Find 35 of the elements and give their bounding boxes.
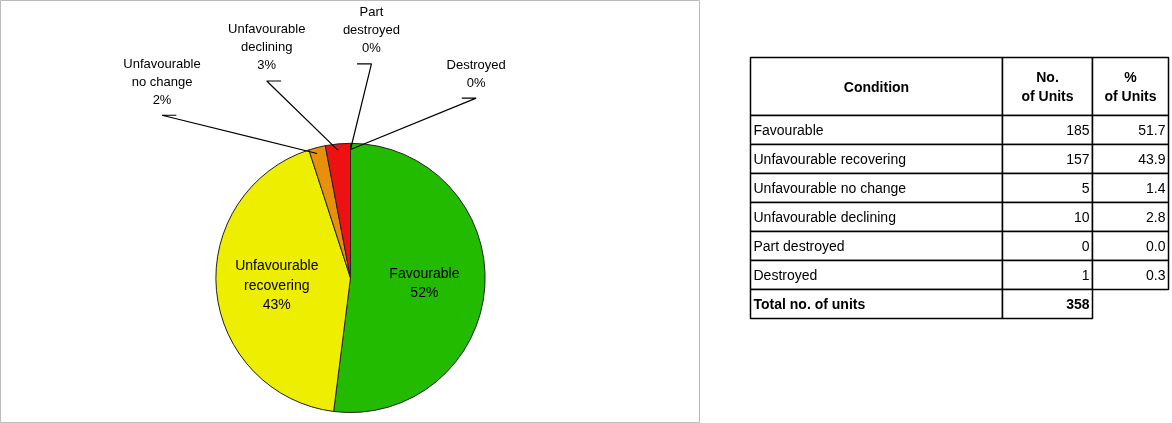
text: Total no. of units	[753, 296, 866, 312]
slice-label: Favourable	[389, 264, 460, 281]
slice-label: Unfavourable recovering	[235, 257, 319, 293]
data-label: 0.0	[1146, 238, 1166, 254]
data-label: 43.9	[1138, 151, 1166, 167]
data-label: 1	[1081, 267, 1090, 283]
data-label: 0	[1081, 238, 1090, 254]
data-label: 185	[1066, 122, 1090, 138]
data-label: 10	[1073, 209, 1090, 225]
text: 0%	[466, 74, 486, 90]
slice-label: Unfavourable declining	[228, 21, 306, 55]
data-label: 3%	[257, 57, 277, 73]
text: Condition	[843, 78, 910, 95]
data-label: 2.8	[1146, 209, 1166, 225]
data-label: 2%	[152, 91, 172, 107]
data-label: 51.7	[1138, 122, 1166, 138]
data-label: 157	[1066, 151, 1090, 167]
text: 0%	[362, 40, 381, 56]
slice-label: Unfavourable no change	[123, 55, 201, 89]
data-label: 5	[1081, 180, 1090, 196]
category-label: Unfavourable recovering	[753, 151, 907, 167]
series-label: % of Units	[1104, 68, 1157, 105]
category-label: Favourable	[753, 122, 824, 138]
text: 358	[1066, 296, 1090, 312]
category-label: Destroyed	[753, 267, 818, 283]
data-label: 0.3	[1146, 267, 1166, 283]
category-label: Unfavourable no change	[753, 180, 907, 196]
category-label: Part destroyed	[753, 238, 845, 254]
category-label: Destroyed	[446, 56, 506, 72]
data-label: 1.4	[1146, 180, 1166, 196]
data-label: 52%	[410, 283, 439, 300]
data-label: 43%	[262, 295, 291, 312]
series-label: No. of Units	[1021, 68, 1074, 105]
category-label: Unfavourable declining	[753, 209, 896, 225]
category-label: Part destroyed	[342, 4, 400, 38]
